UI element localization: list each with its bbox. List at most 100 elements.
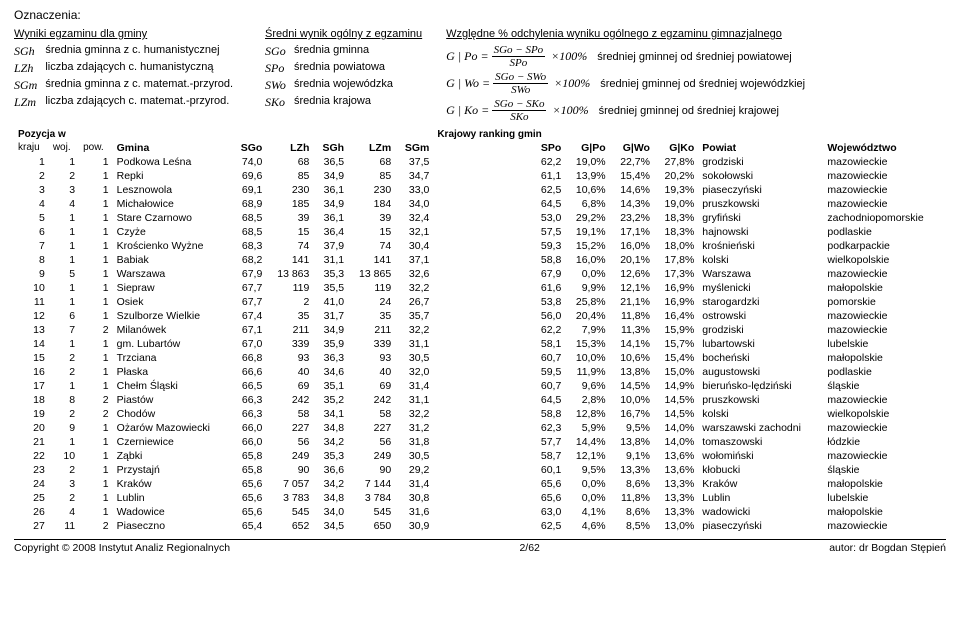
table-cell: 35,2: [313, 393, 348, 407]
table-cell: 9,1%: [610, 449, 654, 463]
table-cell: podlaskie: [823, 225, 946, 239]
table-cell: 26: [14, 505, 49, 519]
table-cell: pruszkowski: [698, 197, 823, 211]
table-cell: 2: [266, 295, 313, 309]
table-cell: 9,5%: [565, 463, 609, 477]
table-cell: Podkowa Leśna: [113, 155, 232, 169]
table-row: 1261Szulborze Wielkie67,43531,73535,756,…: [14, 309, 946, 323]
table-cell: krośnieński: [698, 239, 823, 253]
footer-center: 2/62: [519, 542, 539, 554]
table-cell: 249: [348, 449, 395, 463]
table-cell: 17: [14, 379, 49, 393]
table-cell: 32,2: [395, 281, 433, 295]
table-cell: 339: [348, 337, 395, 351]
table-cell: 227: [266, 421, 313, 435]
table-cell: 14: [14, 337, 49, 351]
table-row: 1372Milanówek67,121134,921132,262,27,9%1…: [14, 323, 946, 337]
table-cell: gm. Lubartów: [113, 337, 232, 351]
table-cell: 61,6: [433, 281, 565, 295]
col-header: SPo: [433, 141, 565, 155]
footer-right: autor: dr Bogdan Stępień: [829, 542, 946, 554]
table-cell: Piaseczno: [113, 519, 232, 533]
table-cell: 67,7: [232, 281, 267, 295]
table-cell: 31,4: [395, 379, 433, 393]
table-cell: 14,5%: [654, 393, 698, 407]
table-cell: 3: [14, 183, 49, 197]
table-row: 1711Chełm Śląski66,56935,16931,460,79,6%…: [14, 379, 946, 393]
table-cell: 34,7: [395, 169, 433, 183]
table-cell: bieruńsko-lędziński: [698, 379, 823, 393]
table-cell: 16,7%: [610, 407, 654, 421]
table-cell: mazowieckie: [823, 393, 946, 407]
table-cell: 1: [79, 211, 113, 225]
table-cell: 13,9%: [565, 169, 609, 183]
table-cell: 34,5: [313, 519, 348, 533]
table-cell: 10,0%: [610, 393, 654, 407]
table-cell: pruszkowski: [698, 393, 823, 407]
table-cell: 1: [79, 337, 113, 351]
table-cell: 90: [266, 463, 313, 477]
table-cell: 66,6: [232, 365, 267, 379]
table-cell: 17,8%: [654, 253, 698, 267]
table-cell: 10,6%: [565, 183, 609, 197]
table-cell: 545: [266, 505, 313, 519]
table-cell: 27: [14, 519, 49, 533]
col-header: Gmina: [113, 141, 232, 155]
table-cell: 29,2%: [565, 211, 609, 225]
table-cell: 32,2: [395, 407, 433, 421]
table-cell: 34,1: [313, 407, 348, 421]
table-cell: 18,0%: [654, 239, 698, 253]
table-cell: 1: [49, 211, 79, 225]
table-cell: 1: [79, 295, 113, 309]
table-row: 1521Trzciana66,89336,39330,560,710,0%10,…: [14, 351, 946, 365]
sym-lzm: LZm: [14, 95, 45, 112]
table-cell: 12: [14, 309, 49, 323]
table-cell: 9,5%: [610, 421, 654, 435]
table-cell: mazowieckie: [823, 519, 946, 533]
table-row: 1111Osiek67,7241,02426,753,825,8%21,1%16…: [14, 295, 946, 309]
table-cell: 31,1: [313, 253, 348, 267]
table-cell: 10: [14, 281, 49, 295]
table-cell: 13,6%: [654, 449, 698, 463]
table-cell: mazowieckie: [823, 267, 946, 281]
table-cell: Czyże: [113, 225, 232, 239]
table-cell: 16,4%: [654, 309, 698, 323]
table-cell: 62,2: [433, 323, 565, 337]
table-cell: 35,3: [313, 449, 348, 463]
table-cell: 17,1%: [610, 225, 654, 239]
sym-swo: SWo: [265, 78, 294, 95]
table-cell: 15,2%: [565, 239, 609, 253]
formula-pct: ×100%: [552, 103, 588, 118]
table-cell: 1: [79, 239, 113, 253]
table-cell: 1: [79, 267, 113, 281]
table-cell: 18: [14, 393, 49, 407]
table-cell: 34,0: [395, 197, 433, 211]
table-cell: 211: [266, 323, 313, 337]
table-cell: 211: [348, 323, 395, 337]
table-cell: 1: [79, 491, 113, 505]
table-row: 511Stare Czarnowo68,53936,13932,453,029,…: [14, 211, 946, 225]
table-cell: 141: [266, 253, 313, 267]
table-cell: 3 784: [348, 491, 395, 505]
txt-sgo: średnia gminna: [294, 44, 401, 61]
legend-mid: Średni wynik ogólny z egzaminu SGośredni…: [265, 28, 422, 112]
table-cell: 13,3%: [654, 491, 698, 505]
table-cell: 652: [266, 519, 313, 533]
txt-spo: średnia powiatowa: [294, 61, 401, 78]
legend-right: Względne % odchylenia wyniku ogólnego z …: [446, 28, 946, 126]
table-cell: 14,6%: [610, 183, 654, 197]
formula-desc: średniej gminnej od średniej wojewódzkie…: [600, 78, 805, 90]
table-cell: 37,5: [395, 155, 433, 169]
table-cell: 60,1: [433, 463, 565, 477]
table-cell: 65,8: [232, 449, 267, 463]
data-body: 111Podkowa Leśna74,06836,56837,562,219,0…: [14, 155, 946, 533]
table-cell: mazowieckie: [823, 169, 946, 183]
table-cell: 35: [348, 309, 395, 323]
table-cell: 69: [266, 379, 313, 393]
table-cell: warszawski zachodni: [698, 421, 823, 435]
table-cell: 2,8%: [565, 393, 609, 407]
table-cell: 30,5: [395, 449, 433, 463]
data-table: Pozycja w Krajowy ranking gmin krajuwoj.…: [14, 128, 946, 533]
table-cell: Warszawa: [698, 267, 823, 281]
formula-desc: średniej gminnej od średniej powiatowej: [597, 51, 791, 63]
